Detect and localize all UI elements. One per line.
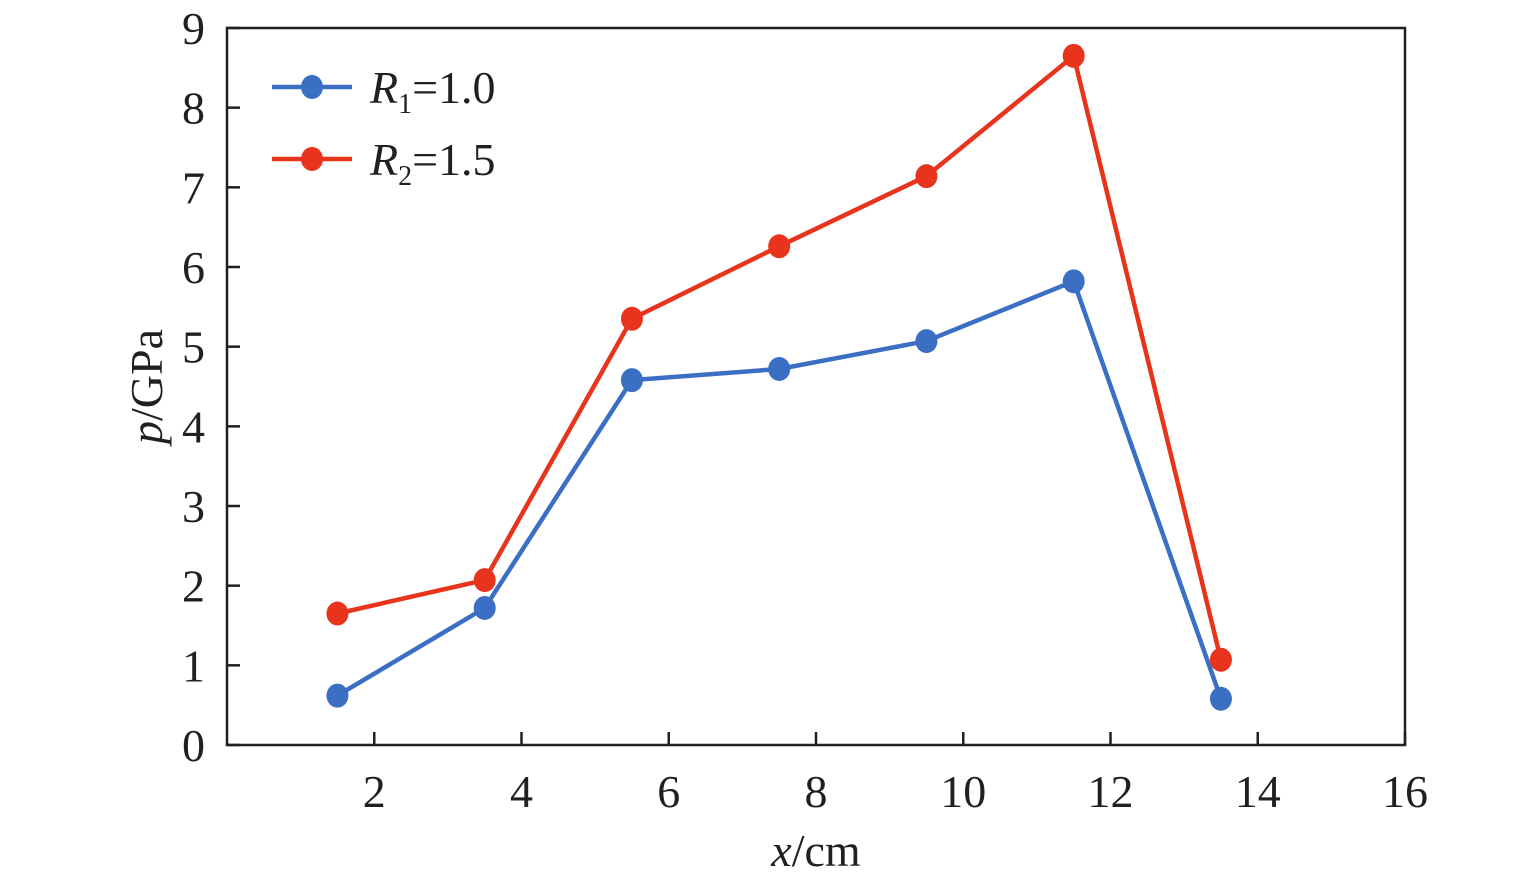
x-tick-label: 10 bbox=[940, 766, 986, 817]
data-point bbox=[1209, 647, 1232, 672]
x-axis-variable: x bbox=[770, 825, 792, 876]
x-axis-unit: /cm bbox=[792, 825, 861, 876]
data-point bbox=[620, 306, 643, 331]
series-1 bbox=[326, 269, 1232, 711]
y-axis-unit: /GPa bbox=[121, 329, 172, 421]
data-point bbox=[915, 164, 938, 189]
legend-subscript: 2 bbox=[398, 161, 412, 192]
x-tick-label: 12 bbox=[1088, 766, 1134, 817]
legend-marker bbox=[301, 75, 323, 99]
plot-frame bbox=[225, 26, 1407, 747]
legend-symbol: R bbox=[369, 134, 398, 185]
y-tick-label: 1 bbox=[182, 640, 205, 691]
x-tick-label: 16 bbox=[1382, 766, 1428, 817]
data-point bbox=[1062, 43, 1085, 68]
y-tick-label: 2 bbox=[182, 561, 205, 612]
data-point bbox=[1062, 269, 1085, 294]
data-point bbox=[768, 234, 791, 259]
y-tick-label: 5 bbox=[182, 322, 205, 373]
legend-value: =1.0 bbox=[412, 62, 495, 113]
data-point bbox=[1209, 686, 1232, 711]
y-tick-label: 8 bbox=[182, 83, 205, 134]
legend-symbol: R bbox=[369, 62, 398, 113]
y-tick-label: 4 bbox=[182, 401, 205, 452]
data-point bbox=[326, 683, 349, 708]
y-axis-label: p/GPa bbox=[121, 329, 172, 447]
legend-subscript: 1 bbox=[398, 89, 412, 120]
legend-label: R1=1.0 bbox=[369, 62, 496, 120]
x-tick-label: 8 bbox=[805, 766, 828, 817]
data-point bbox=[620, 368, 643, 393]
legend-value: =1.5 bbox=[412, 134, 495, 185]
series-layer bbox=[326, 43, 1232, 711]
series-2 bbox=[326, 43, 1232, 672]
x-tick-label: 14 bbox=[1235, 766, 1281, 817]
legend-label: R2=1.5 bbox=[369, 134, 496, 192]
x-axis-label: x/cm bbox=[770, 825, 861, 876]
legend-marker bbox=[301, 147, 323, 171]
y-tick-label: 3 bbox=[182, 481, 205, 532]
data-point bbox=[768, 356, 791, 381]
data-point bbox=[473, 568, 496, 593]
y-tick-label: 9 bbox=[182, 3, 205, 54]
y-tick-label: 7 bbox=[182, 162, 205, 213]
legend: R1=1.0R2=1.5 bbox=[272, 62, 496, 192]
y-axis-variable: p bbox=[121, 421, 172, 447]
x-tick-label: 4 bbox=[510, 766, 533, 817]
y-tick-label: 0 bbox=[182, 720, 205, 771]
legend-item-2: R2=1.5 bbox=[272, 134, 496, 192]
data-point bbox=[326, 601, 349, 626]
x-tick-label: 2 bbox=[363, 766, 386, 817]
series-line bbox=[336, 279, 1224, 700]
legend-item-1: R1=1.0 bbox=[272, 62, 496, 120]
data-point bbox=[473, 595, 496, 620]
y-tick-label: 6 bbox=[182, 242, 205, 293]
data-point bbox=[915, 329, 938, 354]
x-tick-label: 6 bbox=[657, 766, 680, 817]
